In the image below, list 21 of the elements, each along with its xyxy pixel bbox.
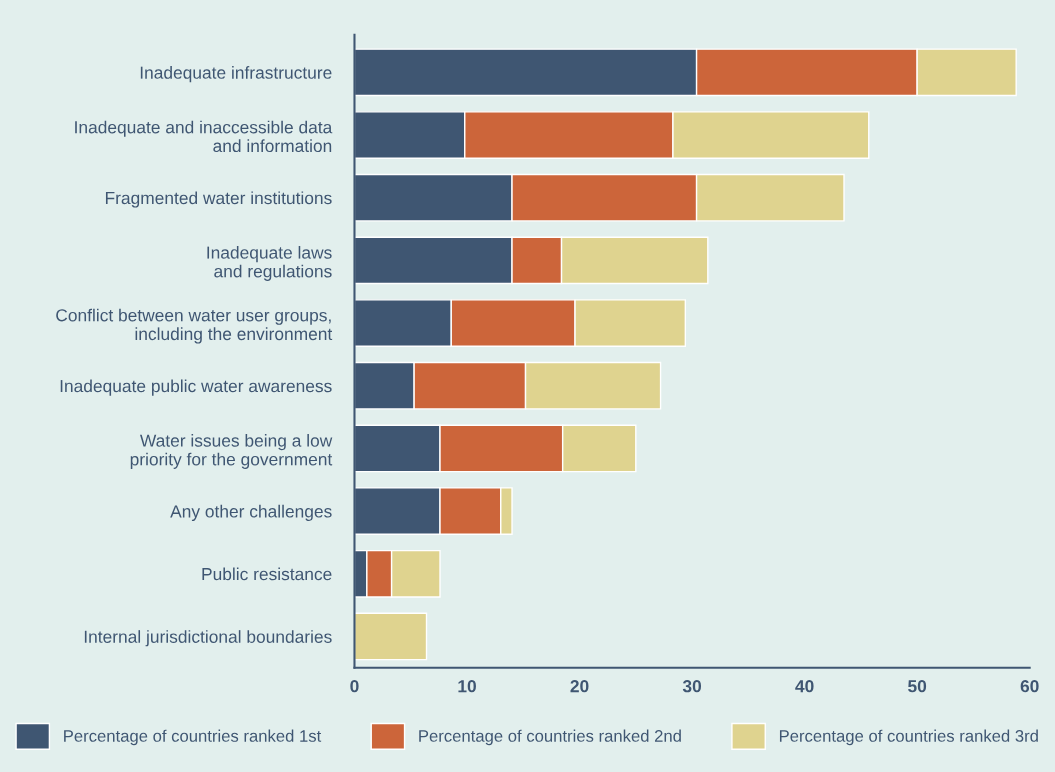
bar xyxy=(354,612,428,661)
y-tick-label: Inadequate public water awareness xyxy=(60,379,332,396)
legend-label: Percentage of countries ranked 3rd xyxy=(779,729,1038,746)
y-tick-label: Fragmented water institutions xyxy=(105,191,332,208)
legend-label: Percentage of countries ranked 1st xyxy=(64,729,322,746)
x-tick-label: 20 xyxy=(570,680,589,693)
x-tick-label: 50 xyxy=(908,680,927,693)
y-tick-label: Any other challenges xyxy=(170,504,332,521)
x-tick-label: 0 xyxy=(350,680,359,693)
x-tick-label: 60 xyxy=(1020,680,1039,693)
y-tick-label: Water issues being a low priority for the government xyxy=(130,434,333,469)
x-tick-label: 30 xyxy=(682,680,702,693)
y-tick-label: Internal jurisdictional boundaries xyxy=(84,630,332,647)
y-tick-label: Inadequate infrastructure xyxy=(140,66,332,83)
y-tick-label: Conflict between water user groups, including the environment xyxy=(56,308,333,344)
legend-label: Percentage of countries ranked 2nd xyxy=(419,729,681,746)
y-tick-label: Inadequate laws and regulations xyxy=(207,246,332,281)
y-tick-label: Public resistance xyxy=(202,567,332,581)
x-tick-label: 40 xyxy=(795,680,814,693)
y-tick-label: Inadequate and inaccessible data and information xyxy=(75,120,333,153)
x-tick-label: 10 xyxy=(458,680,476,693)
